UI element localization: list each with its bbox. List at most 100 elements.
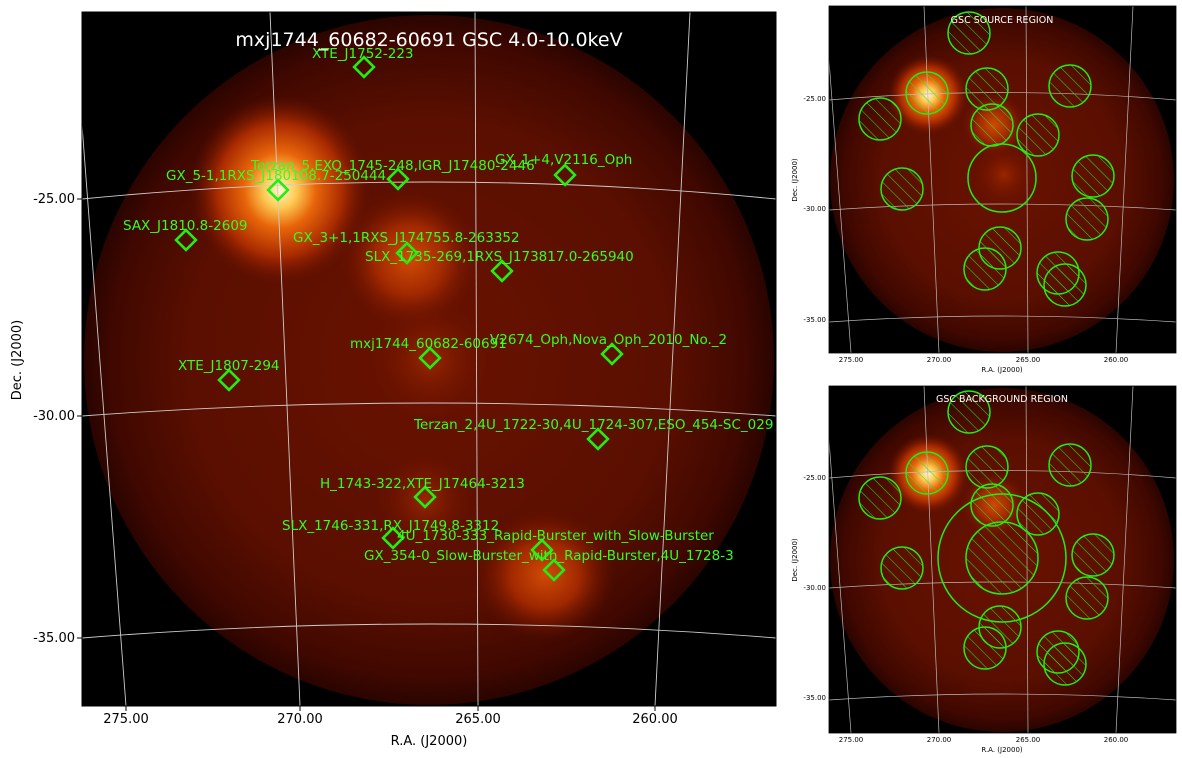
exclusion-region[interactable] bbox=[1043, 263, 1087, 307]
source-label: GX_3+1,1RXS_J174755.8-263352 bbox=[293, 230, 520, 246]
x-tick-label: 265.00 bbox=[1016, 356, 1041, 364]
source-x-axis-label: R.A. (J2000) bbox=[981, 366, 1023, 374]
exclusion-region[interactable] bbox=[858, 476, 902, 520]
x-tick-label: 275.00 bbox=[839, 736, 864, 744]
exclusion-region[interactable] bbox=[965, 445, 1009, 489]
background-y-axis-label: Dec. (J2000) bbox=[791, 538, 799, 582]
source-x-tick-labels: 275.00 270.00 265.00 260.00 bbox=[839, 356, 1129, 364]
source-marker[interactable] bbox=[174, 228, 198, 252]
source-glow bbox=[375, 450, 475, 550]
exclusion-region[interactable] bbox=[1071, 154, 1115, 198]
source-label: 4U_1730-333_Rapid-Burster_with_Slow-Burs… bbox=[397, 528, 714, 544]
source-label: GX_5-1,1RXS_J180108.7-250444 bbox=[166, 168, 386, 184]
source-marker[interactable] bbox=[553, 163, 577, 187]
source-glow bbox=[370, 300, 490, 420]
x-tick-label: 265.00 bbox=[455, 712, 501, 727]
exclusion-region[interactable] bbox=[963, 626, 1007, 670]
source-marker[interactable] bbox=[530, 538, 554, 562]
exclusion-region[interactable] bbox=[1016, 113, 1060, 157]
bright-source-glow bbox=[190, 95, 370, 285]
source-label: SLX_1746-331,RX_J1749.8-3312 bbox=[282, 518, 499, 534]
source-label: V2674_Oph,Nova_Oph_2010_No._2 bbox=[490, 332, 727, 348]
source-label: Terzan_5,EXO_1745-248,IGR_J17480-2446 bbox=[250, 158, 535, 174]
background-plot-frame bbox=[828, 385, 1177, 734]
source-region-panel: GSC SOURCE REGION 275.00 270.00 265.00 2… bbox=[791, 5, 1177, 374]
source-panel-title: GSC SOURCE REGION bbox=[951, 15, 1054, 26]
exclusion-region[interactable] bbox=[947, 11, 991, 55]
background-x-tick-labels: 275.00 270.00 265.00 260.00 bbox=[839, 736, 1129, 744]
exclusion-region[interactable] bbox=[1065, 576, 1109, 620]
x-tick-label: 275.00 bbox=[839, 356, 864, 364]
exclusion-region[interactable] bbox=[1048, 443, 1092, 487]
exclusion-region[interactable] bbox=[947, 390, 991, 434]
y-tick-label: -25.00 bbox=[33, 192, 75, 207]
main-image-panel: XTE_J1752-223 GX_1+4,V2116_Oph Terzan_5,… bbox=[10, 11, 777, 749]
source-extraction-region[interactable] bbox=[967, 143, 1037, 213]
source-plot-frame bbox=[828, 5, 1177, 354]
exclusion-region[interactable] bbox=[965, 67, 1009, 111]
background-region-panel: GSC BACKGROUND REGION 275.00 270.00 265.… bbox=[791, 385, 1177, 754]
y-tick-label: -30.00 bbox=[803, 584, 826, 592]
x-tick-label: 265.00 bbox=[1016, 736, 1041, 744]
exclusion-region[interactable] bbox=[963, 247, 1007, 291]
exclusion-region[interactable] bbox=[880, 167, 924, 211]
exclusion-region[interactable] bbox=[970, 103, 1014, 147]
source-glow bbox=[974, 145, 1034, 205]
source-marker[interactable] bbox=[266, 178, 290, 202]
main-plot-frame bbox=[81, 11, 777, 707]
exclusion-region[interactable] bbox=[1048, 64, 1092, 108]
x-tick-label: 260.00 bbox=[1104, 356, 1129, 364]
source-marker[interactable] bbox=[542, 558, 566, 582]
source-marker[interactable] bbox=[490, 259, 514, 283]
y-tick-label: -35.00 bbox=[803, 694, 826, 702]
source-label: GX_1+4,V2116_Oph bbox=[495, 152, 632, 168]
region-circles bbox=[858, 11, 1115, 307]
source-marker[interactable] bbox=[418, 346, 442, 370]
main-y-axis-label: Dec. (J2000) bbox=[10, 320, 25, 400]
source-y-axis-label: Dec. (J2000) bbox=[791, 158, 799, 202]
exclusion-region[interactable] bbox=[1071, 533, 1115, 577]
source-marker[interactable] bbox=[386, 167, 410, 191]
y-tick-label: -30.00 bbox=[803, 205, 826, 213]
exclusion-region[interactable] bbox=[905, 451, 949, 495]
main-x-axis-label: R.A. (J2000) bbox=[391, 734, 468, 749]
background-x-axis-label: R.A. (J2000) bbox=[981, 746, 1023, 754]
x-tick-label: 270.00 bbox=[927, 356, 952, 364]
x-tick-label: 260.00 bbox=[1104, 736, 1129, 744]
source-marker[interactable] bbox=[381, 526, 405, 550]
main-title: mxj1744_60682-60691 GSC 4.0-10.0keV bbox=[235, 29, 622, 51]
source-marker[interactable] bbox=[586, 427, 610, 451]
background-panel-title: GSC BACKGROUND REGION bbox=[936, 394, 1068, 405]
background-y-tick-labels: -25.00 -30.00 -35.00 bbox=[803, 474, 826, 702]
coordinate-grid bbox=[829, 6, 1176, 353]
source-glow bbox=[475, 510, 615, 640]
source-y-tick-labels: -25.00 -30.00 -35.00 bbox=[803, 95, 826, 324]
source-label: GX_354-0_Slow-Burster_with_Rapid-Burster… bbox=[364, 548, 734, 564]
exclusion-region[interactable] bbox=[1043, 642, 1087, 686]
exclusion-region[interactable] bbox=[880, 546, 924, 590]
x-tick-label: 270.00 bbox=[927, 736, 952, 744]
main-x-tick-labels: 275.00 270.00 265.00 260.00 bbox=[103, 712, 678, 727]
exclusion-region[interactable] bbox=[905, 71, 949, 115]
exclusion-region[interactable] bbox=[858, 97, 902, 141]
x-tick-label: 270.00 bbox=[277, 712, 323, 727]
exclusion-region[interactable] bbox=[1016, 492, 1060, 536]
y-tick-label: -25.00 bbox=[803, 474, 826, 482]
region-circles bbox=[858, 390, 1115, 686]
main-tick-marks bbox=[77, 198, 656, 711]
source-marker[interactable] bbox=[352, 55, 376, 79]
source-marker[interactable] bbox=[600, 342, 624, 366]
source-label: SAX_J1810.8-2609 bbox=[123, 218, 248, 234]
source-marker[interactable] bbox=[413, 485, 437, 509]
source-markers bbox=[174, 55, 624, 582]
source-label: XTE_J1807-294 bbox=[178, 358, 280, 374]
source-label: Terzan_2,4U_1722-30,4U_1724-307,ESO_454-… bbox=[413, 417, 773, 433]
exclusion-region[interactable] bbox=[970, 483, 1014, 527]
y-tick-label: -35.00 bbox=[803, 316, 826, 324]
exclusion-region[interactable] bbox=[1065, 197, 1109, 241]
source-marker[interactable] bbox=[217, 368, 241, 392]
source-marker[interactable] bbox=[395, 241, 419, 265]
source-label: XTE_J1752-223 bbox=[312, 46, 414, 62]
source-label: H_1743-322,XTE_J17464-3213 bbox=[320, 476, 525, 492]
